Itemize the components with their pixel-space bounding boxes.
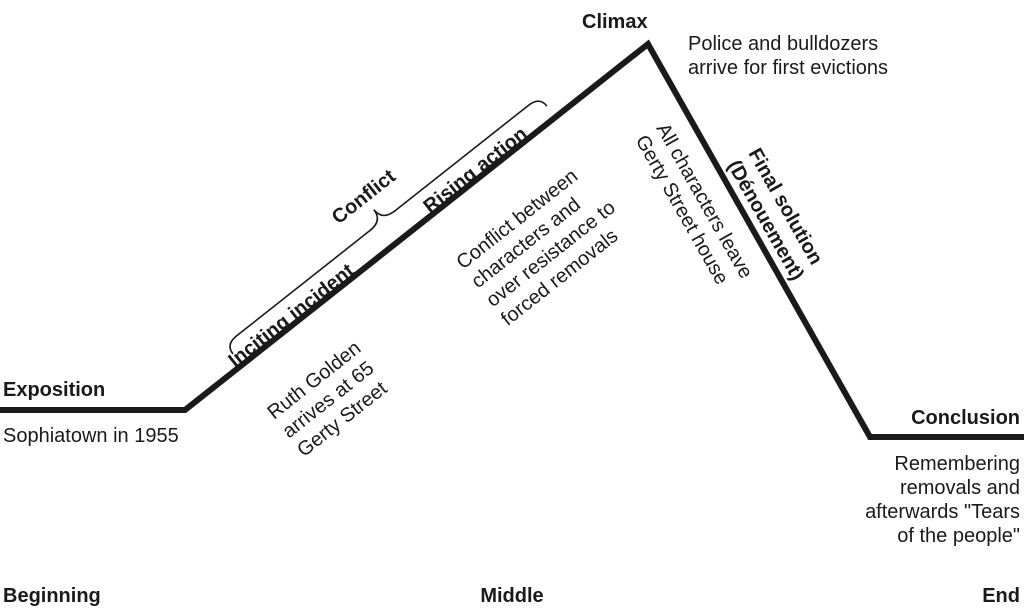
plot-diagram: Exposition Sophiatown in 1955 Inciting i… — [0, 0, 1024, 613]
conclusion-desc-2: removals and — [900, 477, 1020, 499]
phase-middle: Middle — [480, 585, 543, 607]
climax-desc-2: arrive for first evictions — [688, 57, 888, 79]
rising-action-title: Rising action — [419, 123, 531, 218]
conclusion-desc-4: of the people" — [897, 525, 1020, 547]
phase-end: End — [982, 585, 1020, 607]
exposition-title: Exposition — [3, 379, 105, 401]
climax-desc-1: Police and bulldozers — [688, 33, 878, 55]
phase-beginning: Beginning — [3, 585, 101, 607]
conflict-title: Conflict — [328, 165, 400, 229]
conclusion-desc-3: afterwards "Tears — [865, 501, 1020, 523]
conclusion-desc-1: Remembering — [894, 453, 1020, 475]
conclusion-title: Conclusion — [911, 407, 1020, 429]
exposition-desc: Sophiatown in 1955 — [3, 425, 179, 447]
climax-title: Climax — [582, 11, 648, 33]
